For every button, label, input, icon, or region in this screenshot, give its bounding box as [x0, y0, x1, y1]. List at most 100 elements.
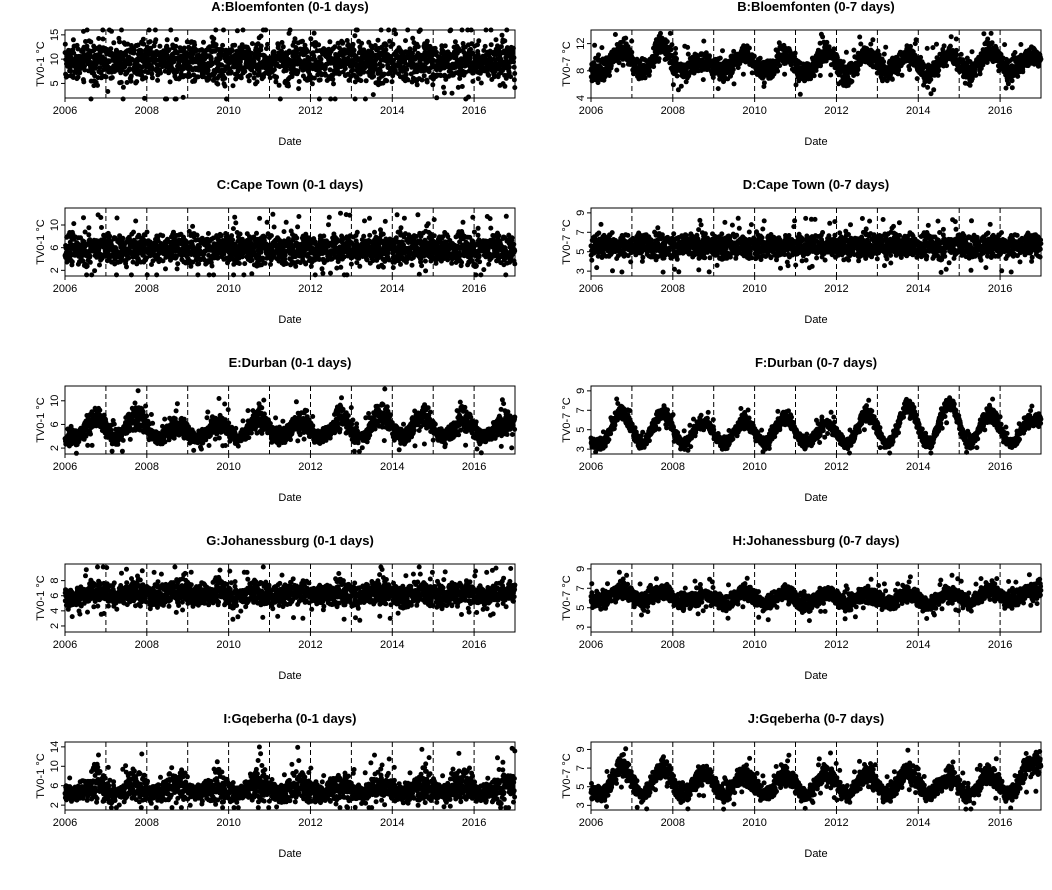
panel-b-point	[908, 44, 913, 49]
panel-a-point	[206, 68, 211, 73]
panel-c-point	[120, 236, 125, 241]
panel-b-point	[675, 74, 680, 79]
panel-a-point	[150, 75, 155, 80]
panel-b-point	[954, 52, 959, 57]
panel-a-point	[168, 79, 173, 84]
panel-b-point	[828, 73, 833, 78]
panel-b-point	[820, 34, 825, 39]
panel-b-point	[870, 37, 875, 42]
panel-b-point	[782, 72, 787, 77]
panel-a-point	[173, 44, 178, 49]
panel-c-point	[233, 220, 238, 225]
panel-b-point	[907, 67, 912, 72]
panel-b-point	[824, 40, 829, 45]
panel-b-point	[674, 56, 679, 61]
panel-a-point	[441, 85, 446, 90]
panel-b-point	[651, 64, 656, 69]
panel-b-x-axis-label: Date	[804, 136, 827, 148]
panel-b-point	[851, 48, 856, 53]
panel-a-point	[274, 75, 279, 80]
panel-b-point	[707, 53, 712, 58]
panel-a-point	[264, 46, 269, 51]
panel-a-point	[297, 79, 302, 84]
panel-b-point	[720, 48, 725, 53]
panel-a-point	[214, 42, 219, 47]
panel-a-point	[81, 79, 86, 84]
panel-b-x-tick-label: 2010	[742, 105, 766, 117]
panel-b-point	[989, 31, 994, 36]
panel-a-point	[453, 39, 458, 44]
panel-c-point	[195, 233, 200, 238]
panel-a-point	[157, 44, 162, 49]
panel-b-point	[731, 67, 736, 72]
panel-c-point	[175, 261, 180, 266]
panel-a-point	[331, 81, 336, 86]
panel-c-point	[99, 225, 104, 230]
panel-c-point	[238, 232, 243, 237]
panel-a-point	[508, 74, 513, 79]
panel-b-point	[1002, 42, 1007, 47]
panel-b-point	[818, 73, 823, 78]
panel-a-point	[489, 42, 494, 47]
panel-a-y-axis-label: TV0-1 °C	[35, 41, 47, 86]
panel-a-point	[499, 44, 504, 49]
panel-c-point	[241, 272, 246, 277]
panel-c-point	[242, 261, 247, 266]
panel-a-point	[494, 37, 499, 42]
panel-c-point	[71, 221, 76, 226]
panel-a-x-tick-label: 2012	[298, 105, 322, 117]
panel-a-point	[129, 79, 134, 84]
panel-b-point	[758, 56, 763, 61]
panel-b-point	[1013, 50, 1018, 55]
panel-b-point	[621, 63, 626, 68]
panel-b-point	[968, 83, 973, 88]
panel-b-x-tick-label: 2012	[824, 105, 848, 117]
panel-b-point	[812, 73, 817, 78]
panel-c-point	[86, 232, 91, 237]
panel-a-title: A:Bloemfonten (0-1 days)	[211, 0, 368, 14]
panel-c-point	[210, 264, 215, 269]
panel-c-point	[211, 272, 216, 277]
panel-a-point	[247, 78, 252, 83]
panel-a-point	[223, 84, 228, 89]
panel-b-point	[592, 43, 597, 48]
panel-a-point	[165, 37, 170, 42]
panel-a-point	[277, 83, 282, 88]
panel-a-point	[77, 70, 82, 75]
panel-a-point	[422, 73, 427, 78]
panel-a-point	[502, 38, 507, 43]
panel-a-point	[230, 48, 235, 53]
panel-c-point	[97, 263, 102, 268]
panel-a-point	[232, 43, 237, 48]
panel-b-point	[882, 52, 887, 57]
panel-a-point	[316, 42, 321, 47]
panel-a-point	[220, 43, 225, 48]
panel-c-point	[163, 266, 168, 271]
panel-b-point	[701, 77, 706, 82]
panel-b-point	[673, 51, 678, 56]
panel-c-point	[219, 233, 224, 238]
panel-a-point	[353, 97, 358, 102]
panel-b-point	[915, 76, 920, 81]
panel-b-point	[1015, 74, 1020, 79]
panel-b-y-tick-label: 8	[575, 68, 587, 74]
panel-a-point	[158, 71, 163, 76]
panel-a-point	[364, 78, 369, 83]
panel-b-point	[1010, 78, 1015, 83]
panel-a-point	[182, 46, 187, 51]
panel-c-point	[195, 272, 200, 277]
panel-b-point	[658, 31, 663, 36]
panel-b-point	[832, 46, 837, 51]
panel-b-point	[954, 37, 959, 42]
panel-a-point	[259, 34, 264, 39]
panel-a-point	[507, 65, 512, 70]
panel-a-point	[181, 95, 186, 100]
panel-c-point	[190, 224, 195, 229]
panel-b-point	[949, 34, 954, 39]
panel-a-point	[460, 84, 465, 89]
panel-c-point	[81, 215, 86, 220]
panel-b-y-tick-label: 4	[575, 95, 587, 101]
panel-c-point	[254, 231, 259, 236]
